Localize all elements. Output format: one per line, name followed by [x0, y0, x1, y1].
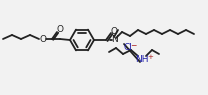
Text: −: −: [130, 42, 136, 51]
Text: O: O: [39, 34, 46, 44]
Text: O: O: [57, 25, 63, 34]
Text: O: O: [110, 27, 118, 36]
Text: NH: NH: [135, 55, 149, 63]
Text: +: +: [147, 54, 153, 60]
Text: N: N: [111, 36, 117, 44]
Text: Cl: Cl: [124, 44, 132, 53]
